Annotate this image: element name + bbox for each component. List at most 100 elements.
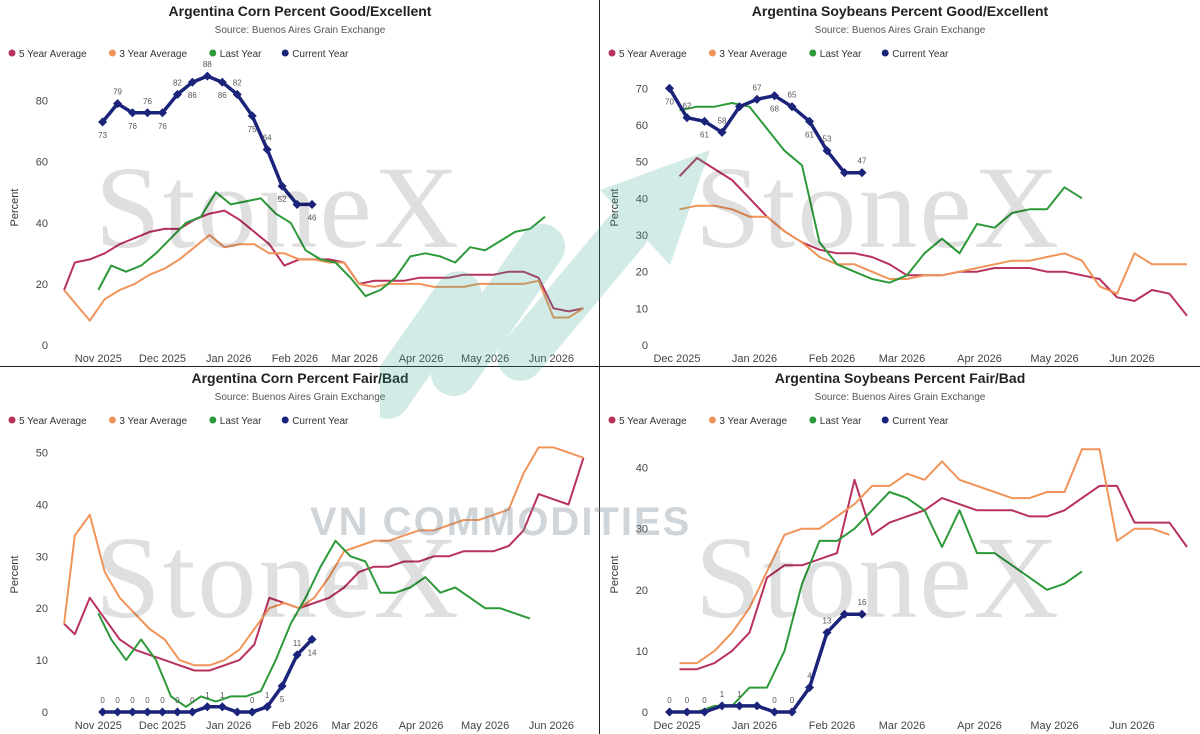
data-label: 5 [280, 695, 285, 704]
data-label: 0 [145, 696, 150, 705]
data-label: 1 [220, 691, 225, 700]
y-tick-label: 40 [36, 218, 48, 230]
data-label: 65 [788, 91, 797, 100]
series-line-three-year [679, 204, 1187, 295]
data-point [142, 108, 153, 118]
legend-label: Current Year [892, 49, 949, 60]
x-tick-label: Apr 2026 [399, 720, 444, 732]
legend-label: Last Year [220, 49, 262, 60]
data-point [664, 707, 675, 717]
legend-item: Current Year [281, 416, 349, 427]
data-point [232, 707, 242, 717]
y-tick-label: 40 [36, 499, 48, 511]
data-label: 53 [823, 135, 832, 144]
data-point [157, 707, 167, 717]
y-tick-label: 50 [36, 448, 48, 460]
chart-title: Argentina Soybeans Percent Fair/Bad [775, 370, 1026, 386]
x-tick-label: Apr 2026 [957, 353, 1002, 365]
legend-swatch [209, 49, 217, 57]
legend-item: Last Year [209, 49, 262, 60]
data-label: 0 [190, 696, 195, 705]
x-tick-label: Nov 2025 [75, 720, 122, 732]
y-tick-label: 20 [36, 603, 48, 615]
data-label: 68 [770, 105, 779, 114]
data-point [98, 707, 108, 717]
data-point [247, 111, 257, 121]
data-label: 47 [858, 157, 867, 166]
data-point [172, 89, 182, 99]
chart-panel-corn-good-excellent: Argentina Corn Percent Good/Excellent Sou… [0, 0, 600, 367]
y-tick-label: 60 [636, 120, 648, 132]
legend-item: 5 Year Average [608, 49, 687, 60]
chart-svg: Argentina Corn Percent Good/Excellent Sou… [8, 3, 585, 365]
data-point [857, 609, 867, 619]
data-point [187, 707, 197, 717]
y-tick-label: 70 [636, 83, 648, 95]
x-tick-label: Apr 2026 [957, 720, 1002, 732]
chart-title: Argentina Corn Percent Good/Excellent [169, 3, 432, 19]
data-label: 1 [720, 690, 725, 699]
y-tick-label: 60 [36, 157, 48, 169]
legend-swatch [8, 49, 16, 57]
x-tick-label: Feb 2026 [272, 353, 318, 365]
legend-item: 5 Year Average [8, 49, 87, 60]
data-label: 14 [308, 648, 317, 657]
x-tick-label: Jun 2026 [1109, 353, 1154, 365]
data-point [307, 634, 317, 644]
series-line-last-year [679, 491, 1083, 713]
data-point [127, 707, 138, 717]
y-tick-label: 20 [636, 267, 648, 279]
data-label: 0 [160, 696, 165, 705]
y-tick-label: 30 [636, 230, 648, 242]
legend-label: Last Year [220, 416, 262, 427]
data-label: 0 [250, 696, 255, 705]
data-label: 0 [790, 696, 795, 705]
chart-subtitle: Source: Buenos Aires Grain Exchange [215, 392, 386, 403]
legend-item: 3 Year Average [708, 49, 787, 60]
series-line-three-year [63, 446, 584, 667]
y-tick-label: 10 [636, 303, 648, 315]
legend-item: 5 Year Average [8, 416, 87, 427]
legend-item: Last Year [809, 416, 862, 427]
data-label: 0 [175, 696, 180, 705]
data-point [217, 702, 227, 712]
y-tick-label: 0 [42, 340, 48, 352]
legend-swatch [881, 416, 889, 424]
legend-swatch [881, 49, 889, 57]
legend-item: 3 Year Average [708, 416, 787, 427]
chart-panel-soy-fair-bad: Argentina Soybeans Percent Fair/Bad Sourc… [600, 367, 1200, 734]
x-tick-label: Mar 2026 [879, 353, 925, 365]
data-label: 62 [683, 102, 692, 111]
data-label: 46 [308, 213, 317, 222]
x-tick-label: May 2026 [461, 720, 509, 732]
data-label: 82 [173, 78, 182, 87]
chart-svg: Argentina Soybeans Percent Fair/Bad Sourc… [608, 370, 1188, 732]
series-line-three-year [679, 448, 1170, 665]
y-tick-label: 20 [636, 585, 648, 597]
x-tick-label: Nov 2025 [75, 353, 122, 365]
x-tick-label: Mar 2026 [332, 353, 378, 365]
series-line-last-year [679, 102, 1083, 284]
legend-item: Last Year [209, 416, 262, 427]
data-label: 0 [115, 696, 120, 705]
legend-item: Current Year [881, 49, 949, 60]
data-label: 75 [248, 125, 257, 134]
series-line-last-year [97, 539, 531, 708]
y-tick-label: 40 [636, 463, 648, 475]
legend-item: Current Year [881, 416, 949, 427]
legend-swatch [108, 49, 116, 57]
legend-swatch [281, 49, 289, 57]
legend-swatch [608, 49, 616, 57]
chart-subtitle: Source: Buenos Aires Grain Exchange [815, 25, 986, 36]
legend-label: 3 Year Average [119, 416, 187, 427]
legend-label: Last Year [820, 49, 862, 60]
y-axis-label: Percent [609, 189, 621, 227]
data-label: 11 [293, 639, 302, 648]
y-tick-label: 0 [42, 707, 48, 719]
x-tick-label: Mar 2026 [332, 720, 378, 732]
data-point [113, 707, 123, 717]
y-tick-label: 50 [636, 157, 648, 169]
y-axis-label: Percent [9, 556, 21, 594]
legend-swatch [809, 49, 817, 57]
x-tick-label: May 2026 [1030, 720, 1078, 732]
